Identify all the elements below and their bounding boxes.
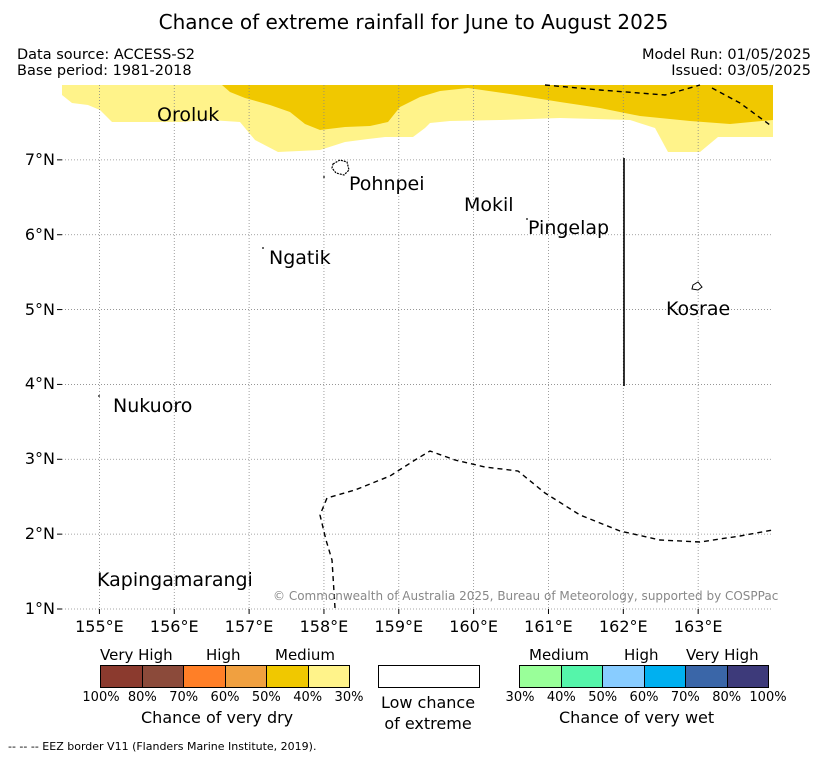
nukuoro-atoll [98, 395, 100, 397]
colorbar-percent-label: 40% [293, 690, 323, 705]
dry-high-label: High [206, 646, 241, 664]
y-tick-label: 6°N [24, 224, 55, 244]
dry-40-50-region [222, 85, 773, 130]
base-period: Base period: 1981-2018 [17, 63, 192, 79]
kosrae-island [691, 281, 703, 291]
colorbar-percent-label: 60% [629, 690, 659, 705]
colorbar-swatch [603, 666, 645, 687]
colorbar-percent-label: 50% [588, 690, 618, 705]
colorbar-percent-label: 100% [749, 690, 787, 705]
grid-lines [62, 85, 773, 610]
pohnpei-island [331, 159, 350, 176]
x-tick-label: 162°E [598, 617, 648, 636]
mokil-atoll [526, 218, 528, 220]
x-tick-label: 157°E [224, 617, 274, 636]
colorbar-swatch [520, 666, 562, 687]
colorbar-percent-label: 70% [670, 690, 700, 705]
tick-marks [57, 159, 699, 614]
colorbar-percent-label: 60% [210, 690, 240, 705]
dry-legend-title: Chance of very dry [141, 708, 294, 727]
wet-legend-title: Chance of very wet [559, 708, 715, 727]
x-tick-label: 159°E [374, 617, 424, 636]
colorbar-percent-label: 100% [82, 690, 120, 705]
label-pingelap: Pingelap [528, 217, 610, 239]
x-tick-label: 158°E [299, 617, 349, 636]
low-chance-line2: of extreme [384, 714, 472, 733]
wet-very-high-label: Very High [686, 646, 759, 664]
label-mokil: Mokil [464, 194, 514, 216]
eez-border-northeast [711, 87, 771, 126]
x-tick-label: 160°E [449, 617, 498, 636]
colorbar-swatch [101, 666, 143, 687]
colorbar-swatch [308, 666, 349, 687]
y-tick-label: 5°N [24, 299, 55, 319]
eez-border-north [544, 84, 701, 96]
label-kapingamarangi: Kapingamarangi [97, 569, 253, 591]
x-tick-label: 156°E [149, 617, 199, 636]
colorbar-percent-label: 40% [546, 690, 576, 705]
label-nukuoro: Nukuoro [113, 395, 193, 417]
colorbar-swatch [686, 666, 728, 687]
dry-medium-label: Medium [275, 646, 335, 664]
colorbar-swatch [561, 666, 603, 687]
y-tick-label: 4°N [24, 374, 55, 394]
x-tick-label: 155°E [75, 617, 124, 636]
colorbar-percent-label: 50% [251, 690, 281, 705]
label-kosrae: Kosrae [666, 298, 731, 320]
colorbar-percent-label: 30% [334, 690, 364, 705]
issued-date: Issued: 03/05/2025 [671, 63, 811, 79]
pohnpei-islet [323, 176, 325, 178]
low-chance-swatch [378, 665, 480, 688]
colorbar-swatch [225, 666, 267, 687]
eez-border-note: -- -- -- EEZ border V11 (Flanders Marine… [8, 740, 317, 753]
eez-border-south [319, 450, 774, 609]
y-tick-label: 1°N [24, 599, 55, 618]
y-tick-label: 3°N [24, 449, 55, 469]
dry-very-high-label: Very High [100, 646, 173, 664]
data-source: Data source: ACCESS-S2 [17, 47, 196, 63]
colorbar-percent-label: 80% [712, 690, 742, 705]
colorbar-percent-label: 80% [127, 690, 157, 705]
colorbar-swatch [727, 666, 768, 687]
colorbar-percent-label: 70% [169, 690, 199, 705]
dry-colorbar [100, 665, 350, 688]
low-chance-line1: Low chance [380, 693, 476, 712]
colorbar-swatch [267, 666, 309, 687]
x-tick-label: 161°E [524, 617, 573, 636]
colorbar-percent-label: 30% [505, 690, 535, 705]
copyright-credit: © Commonwealth of Australia 2025, Bureau… [273, 589, 779, 603]
label-pohnpei: Pohnpei [349, 173, 425, 195]
y-tick-label: 7°N [24, 149, 55, 169]
wet-colorbar [519, 665, 769, 688]
wet-high-label: High [624, 646, 659, 664]
x-tick-label: 163°E [673, 617, 723, 636]
eez-borders [319, 84, 774, 609]
colorbar-swatch [644, 666, 686, 687]
wet-medium-label: Medium [529, 646, 589, 664]
ngatik-atoll [262, 247, 264, 249]
colorbar-swatch [142, 666, 184, 687]
y-tick-label: 2°N [24, 524, 55, 544]
label-oroluk: Oroluk [157, 104, 220, 126]
model-run: Model Run: 01/05/2025 [641, 47, 811, 63]
label-ngatik: Ngatik [269, 247, 331, 269]
chart-title: Chance of extreme rainfall for June to A… [158, 10, 669, 34]
colorbar-swatch [184, 666, 226, 687]
